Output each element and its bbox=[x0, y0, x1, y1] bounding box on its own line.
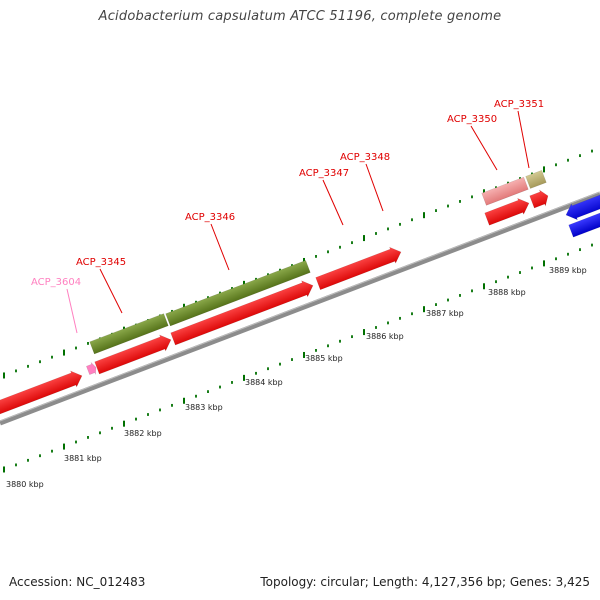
leader-line bbox=[365, 163, 384, 212]
scale-label: 3885 kbp bbox=[305, 354, 343, 363]
gene-label-ACP_3346[interactable]: ACP_3346 bbox=[185, 212, 235, 223]
scale-label: 3884 kbp bbox=[245, 378, 283, 387]
scale-label: 3882 kbp bbox=[124, 429, 162, 438]
leader-line bbox=[322, 179, 344, 226]
gene-ACP_3351[interactable] bbox=[529, 188, 551, 210]
map-title: Acidobacterium capsulatum ATCC 51196, co… bbox=[98, 9, 502, 24]
leader-line bbox=[210, 223, 230, 271]
topology-text: Topology: circular; Length: 4,127,356 bp… bbox=[260, 575, 590, 589]
scale-label: 3887 kbp bbox=[426, 309, 464, 318]
feature-pink[interactable] bbox=[481, 176, 529, 206]
scale-label: 3889 kbp bbox=[549, 266, 587, 275]
scale-label: 3886 kbp bbox=[366, 332, 404, 341]
gene-ACP_3347[interactable] bbox=[315, 244, 404, 292]
gene-ACP_3346[interactable] bbox=[170, 278, 316, 347]
genome-backbone bbox=[0, 191, 600, 426]
gene-ACP_3350[interactable] bbox=[484, 195, 532, 227]
gene-ACP_3604[interactable] bbox=[86, 361, 99, 376]
gene-label-ACP_3604[interactable]: ACP_3604 bbox=[31, 277, 81, 288]
gene-label-ACP_3351[interactable]: ACP_3351 bbox=[494, 99, 544, 110]
lower-tick-row bbox=[3, 243, 593, 473]
gene-reverse-2[interactable] bbox=[568, 211, 600, 238]
leader-line bbox=[99, 268, 123, 314]
gene-arrow[interactable] bbox=[0, 368, 85, 417]
leader-line bbox=[517, 110, 530, 169]
gene-label-ACP_3350[interactable]: ACP_3350 bbox=[447, 114, 497, 125]
feature-khaki[interactable] bbox=[525, 169, 547, 189]
accession-text: Accession: NC_012483 bbox=[9, 575, 146, 589]
gene-label-ACP_3347[interactable]: ACP_3347 bbox=[299, 168, 349, 179]
gene-reverse-1[interactable] bbox=[563, 192, 600, 223]
gene-ACP_3345[interactable] bbox=[94, 332, 174, 376]
feature-olive-1[interactable] bbox=[89, 313, 169, 355]
leader-line bbox=[470, 125, 498, 171]
feature-olive-2[interactable] bbox=[165, 260, 311, 327]
gene-label-ACP_3348[interactable]: ACP_3348 bbox=[340, 152, 390, 163]
genome-backbone-highlight bbox=[0, 191, 600, 422]
scale-label: 3880 kbp bbox=[6, 480, 44, 489]
gene-label-ACP_3345[interactable]: ACP_3345 bbox=[76, 257, 126, 268]
scale-label: 3883 kbp bbox=[185, 403, 223, 412]
scale-label: 3881 kbp bbox=[64, 454, 102, 463]
scale-label: 3888 kbp bbox=[488, 288, 526, 297]
leader-line bbox=[66, 288, 78, 334]
